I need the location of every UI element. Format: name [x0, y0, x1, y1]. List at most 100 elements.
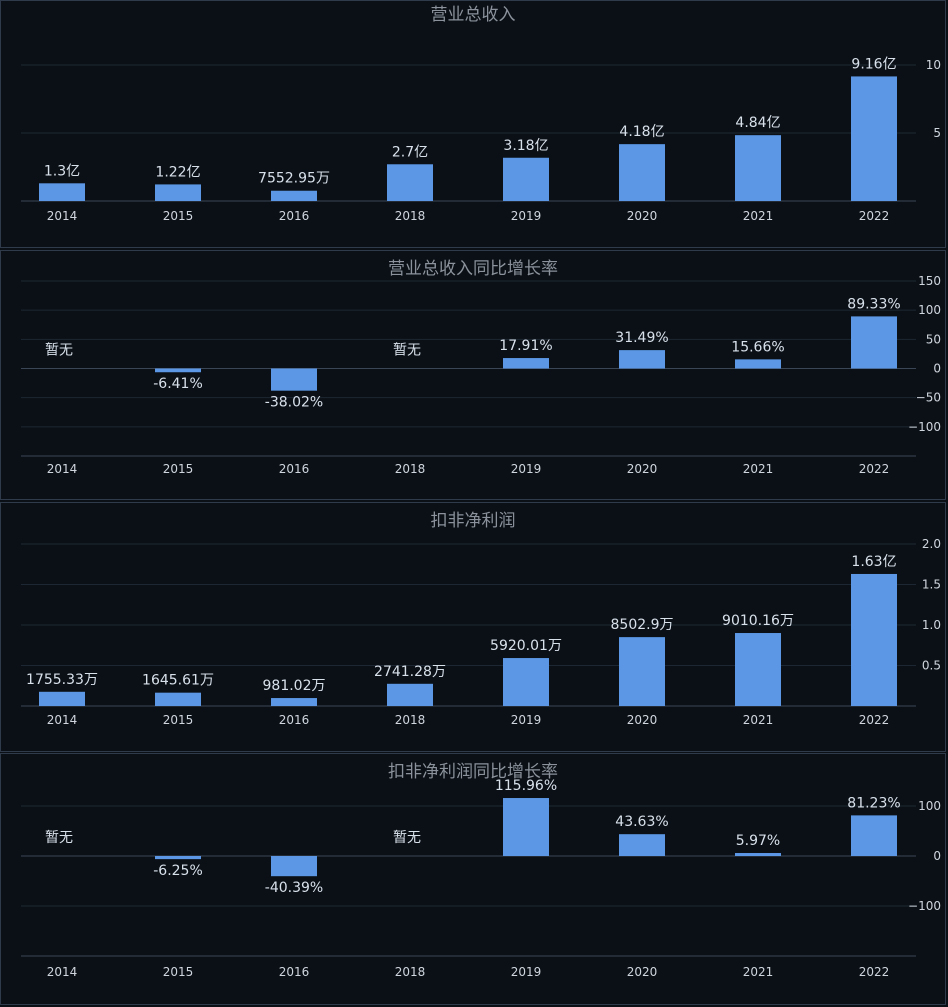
data-label: 3.18亿	[503, 138, 548, 154]
bar	[155, 856, 201, 860]
x-category-label: 2018	[395, 209, 426, 223]
y-tick-label: 5	[933, 126, 941, 140]
x-category-label: 2021	[743, 209, 774, 223]
chart-net-profit-growth: 扣非净利润同比增长率 100 0 −100 2014 暂无 2015 -6.25% 2016 -4…	[21, 762, 941, 979]
x-category-label: 2014	[47, 713, 78, 727]
bar	[271, 368, 317, 391]
data-label: 31.49%	[615, 330, 668, 346]
data-label: 9.16亿	[851, 56, 896, 72]
x-category-label: 2021	[743, 965, 774, 979]
x-category-label: 2015	[163, 965, 194, 979]
x-category-label: 2016	[279, 965, 310, 979]
bar	[735, 359, 781, 369]
y-tick-label: 1.0	[922, 618, 941, 632]
data-label: 981.02万	[263, 678, 326, 694]
chart-net-profit: 扣非净利润 2.0 1.5 1.0 0.5 2014 1755.33万 2015 1645.61…	[21, 511, 941, 727]
data-label: 9010.16万	[722, 613, 794, 629]
bar	[851, 815, 897, 856]
y-tick-label: 10	[926, 58, 941, 72]
y-tick-label: 100	[918, 303, 941, 317]
data-label: 2.7亿	[392, 144, 428, 160]
y-tick-label: −50	[916, 391, 941, 405]
data-label: 89.33%	[847, 296, 900, 312]
chart-panel-revenue: 营业总收入 10 5 2014 1.3亿 2015 1.22亿 2016 7552.95万 201…	[0, 0, 946, 248]
x-category-label: 2015	[163, 209, 194, 223]
x-category-label: 2019	[511, 965, 542, 979]
bar	[503, 358, 549, 369]
data-label: 5920.01万	[490, 638, 562, 654]
x-category-label: 2022	[859, 462, 890, 476]
x-category-label: 2014	[47, 209, 78, 223]
data-label: 1645.61万	[142, 673, 214, 689]
data-label: 5.97%	[736, 833, 780, 849]
y-tick-label: 0	[933, 362, 941, 376]
x-category-label: 2016	[279, 713, 310, 727]
data-label: 1.3亿	[44, 163, 80, 179]
data-label: 81.23%	[847, 795, 900, 811]
y-tick-label: −100	[908, 899, 941, 913]
bar	[619, 350, 665, 369]
data-label: 1755.33万	[26, 672, 98, 688]
chart-panel-net-profit: 扣非净利润 2.0 1.5 1.0 0.5 2014 1755.33万 2015 1645.61…	[0, 502, 946, 752]
bar	[39, 691, 85, 706]
bar	[387, 164, 433, 201]
data-label: 暂无	[393, 343, 421, 359]
x-category-label: 2016	[279, 209, 310, 223]
x-category-label: 2018	[395, 713, 426, 727]
chart-title: 扣非净利润	[431, 511, 516, 531]
chart-panel-revenue-growth: 营业总收入同比增长率 150 100 50 0 −50 −100 2014 暂无 2015 -6.4…	[0, 250, 946, 500]
chart-title: 营业总收入	[431, 5, 516, 25]
data-label: 4.84亿	[735, 115, 780, 131]
y-tick-label: 0.5	[922, 659, 941, 673]
y-tick-label: 50	[926, 332, 941, 346]
bar	[155, 368, 201, 373]
x-category-label: 2022	[859, 713, 890, 727]
data-label: 43.63%	[615, 814, 668, 830]
bar	[271, 856, 317, 877]
data-label: -6.41%	[153, 376, 203, 392]
data-label: 暂无	[393, 830, 421, 846]
x-category-label: 2019	[511, 713, 542, 727]
bar	[271, 190, 317, 201]
y-tick-label: 2.0	[922, 537, 941, 551]
x-category-label: 2020	[627, 965, 658, 979]
bar	[619, 144, 665, 201]
bar	[735, 853, 781, 856]
x-category-label: 2018	[395, 462, 426, 476]
y-tick-label: 150	[918, 274, 941, 288]
x-category-label: 2019	[511, 209, 542, 223]
x-category-label: 2020	[627, 462, 658, 476]
chart-title: 营业总收入同比增长率	[388, 259, 558, 279]
data-label: -38.02%	[265, 395, 323, 411]
bar	[503, 658, 549, 706]
data-label: 暂无	[45, 343, 73, 359]
x-category-label: 2014	[47, 462, 78, 476]
data-label: 8502.9万	[611, 617, 674, 633]
data-label: 7552.95万	[258, 171, 330, 187]
bar	[735, 633, 781, 706]
x-category-label: 2021	[743, 713, 774, 727]
x-category-label: 2014	[47, 965, 78, 979]
bar	[851, 573, 897, 706]
bar	[619, 834, 665, 856]
bar	[735, 135, 781, 201]
bar	[619, 637, 665, 706]
bar	[155, 692, 201, 706]
data-label: 15.66%	[731, 339, 784, 355]
x-category-label: 2022	[859, 965, 890, 979]
y-tick-label: 0	[933, 849, 941, 863]
x-category-label: 2021	[743, 462, 774, 476]
data-label: 2741.28万	[374, 664, 446, 680]
data-label: 17.91%	[499, 338, 552, 354]
bar	[155, 184, 201, 201]
chart-revenue: 营业总收入 10 5 2014 1.3亿 2015 1.22亿 2016 7552.95万 201…	[21, 5, 941, 223]
data-label: -40.39%	[265, 880, 323, 896]
bar	[503, 157, 549, 201]
chart-title: 扣非净利润同比增长率	[388, 762, 558, 782]
bar	[503, 798, 549, 856]
chart-revenue-growth: 营业总收入同比增长率 150 100 50 0 −50 −100 2014 暂无 2015 -6.4…	[21, 259, 941, 476]
data-label: -6.25%	[153, 863, 203, 879]
x-category-label: 2022	[859, 209, 890, 223]
chart-panel-net-profit-growth: 扣非净利润同比增长率 100 0 −100 2014 暂无 2015 -6.25% 2016 -4…	[0, 753, 946, 1005]
y-tick-label: 1.5	[922, 578, 941, 592]
